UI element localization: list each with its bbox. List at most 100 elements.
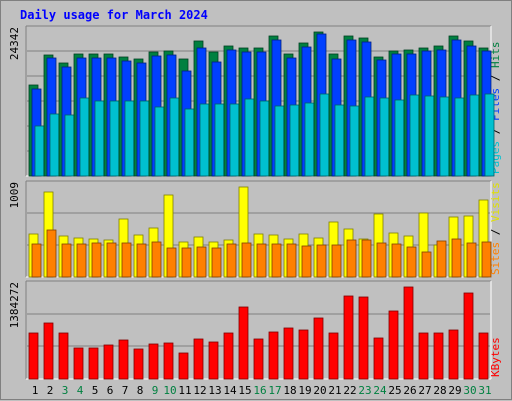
day-label-2: 2	[47, 384, 54, 397]
bar-sites-day-10	[166, 247, 177, 278]
panel-top-max-label: 24342	[8, 27, 21, 60]
bar-kbytes-day-23	[358, 296, 369, 380]
bar-sites-day-31	[481, 241, 492, 278]
bar-kbytes-day-16	[253, 338, 264, 380]
bar-pages-day-1	[34, 125, 45, 177]
bar-pages-day-14	[229, 103, 240, 177]
bar-sites-day-6	[106, 242, 117, 278]
bar-pages-day-30	[469, 94, 480, 177]
day-label-10: 10	[163, 384, 176, 397]
bar-kbytes-day-30	[463, 292, 474, 380]
bar-kbytes-day-6	[103, 344, 114, 380]
day-label-3: 3	[62, 384, 69, 397]
bar-kbytes-day-15	[238, 306, 249, 380]
bar-pages-day-24	[379, 97, 390, 177]
day-label-13: 13	[208, 384, 221, 397]
bar-kbytes-day-22	[343, 295, 354, 380]
legend-entry: Sites	[489, 242, 502, 275]
bar-sites-day-23	[361, 239, 372, 278]
day-label-1: 1	[32, 384, 39, 397]
day-label-12: 12	[193, 384, 206, 397]
bar-sites-day-14	[226, 243, 237, 278]
bar-sites-day-20	[316, 244, 327, 278]
day-label-6: 6	[107, 384, 114, 397]
bar-kbytes-day-19	[298, 329, 309, 380]
bar-kbytes-day-11	[178, 352, 189, 380]
day-label-25: 25	[388, 384, 401, 397]
bar-kbytes-day-4	[73, 347, 84, 380]
day-label-7: 7	[122, 384, 129, 397]
panel-middle-max-label: 1009	[8, 182, 21, 209]
bar-pages-day-5	[94, 100, 105, 177]
day-label-17: 17	[268, 384, 281, 397]
day-label-15: 15	[238, 384, 251, 397]
legend-entry: /	[489, 222, 502, 242]
bar-pages-day-19	[304, 102, 315, 177]
bar-pages-day-7	[124, 100, 135, 177]
panel-bottom-legend: KBytes	[489, 337, 502, 377]
bar-sites-day-13	[211, 247, 222, 278]
bar-kbytes-day-31	[478, 332, 489, 380]
bar-kbytes-day-21	[328, 332, 339, 380]
bar-kbytes-day-10	[163, 342, 174, 380]
bar-pages-day-2	[49, 113, 60, 177]
bar-kbytes-day-8	[133, 348, 144, 380]
day-label-5: 5	[92, 384, 99, 397]
bar-sites-day-29	[451, 238, 462, 278]
day-label-19: 19	[298, 384, 311, 397]
bar-sites-day-1	[31, 243, 42, 278]
bar-sites-day-28	[436, 240, 447, 278]
bar-pages-day-22	[349, 105, 360, 177]
bar-kbytes-day-5	[88, 347, 99, 380]
day-label-14: 14	[223, 384, 237, 397]
bar-kbytes-day-25	[388, 310, 399, 380]
day-label-22: 22	[343, 384, 356, 397]
bar-sites-day-30	[466, 242, 477, 278]
bar-pages-day-16	[259, 100, 270, 177]
bar-sites-day-19	[301, 245, 312, 278]
bar-kbytes-day-28	[433, 332, 444, 380]
bar-sites-day-27	[421, 251, 432, 278]
bar-pages-day-31	[484, 93, 495, 177]
bar-kbytes-day-2	[43, 322, 54, 380]
bar-sites-day-15	[241, 242, 252, 278]
bar-pages-day-25	[394, 99, 405, 177]
day-label-9: 9	[152, 384, 159, 397]
day-label-18: 18	[283, 384, 296, 397]
bar-pages-day-28	[439, 96, 450, 177]
bar-kbytes-day-24	[373, 337, 384, 380]
bar-sites-day-9	[151, 241, 162, 278]
bar-kbytes-day-13	[208, 341, 219, 380]
panel-middle-legend: Sites / Visits	[489, 182, 502, 275]
bar-sites-day-25	[391, 243, 402, 278]
day-label-30: 30	[463, 384, 476, 397]
bar-kbytes-day-17	[268, 331, 279, 380]
bar-kbytes-day-9	[148, 343, 159, 380]
bar-kbytes-day-14	[223, 332, 234, 380]
bar-sites-day-26	[406, 246, 417, 278]
day-label-26: 26	[403, 384, 416, 397]
bar-pages-day-6	[109, 100, 120, 177]
bar-pages-day-12	[199, 103, 210, 177]
bar-sites-day-21	[331, 244, 342, 278]
day-label-29: 29	[448, 384, 461, 397]
bar-kbytes-day-29	[448, 329, 459, 380]
bar-pages-day-26	[409, 94, 420, 177]
bar-pages-day-23	[364, 96, 375, 177]
bar-pages-day-4	[79, 97, 90, 177]
day-label-16: 16	[253, 384, 266, 397]
day-label-11: 11	[178, 384, 191, 397]
bar-pages-day-13	[214, 103, 225, 177]
bar-sites-day-11	[181, 247, 192, 278]
bar-kbytes-day-27	[418, 332, 429, 380]
bar-sites-day-18	[286, 243, 297, 278]
day-label-8: 8	[137, 384, 144, 397]
bar-sites-day-16	[256, 243, 267, 278]
legend-entry: Hits	[489, 42, 502, 69]
bar-kbytes-day-18	[283, 327, 294, 380]
bar-kbytes-day-12	[193, 338, 204, 380]
bar-sites-day-8	[136, 243, 147, 278]
day-label-27: 27	[418, 384, 431, 397]
